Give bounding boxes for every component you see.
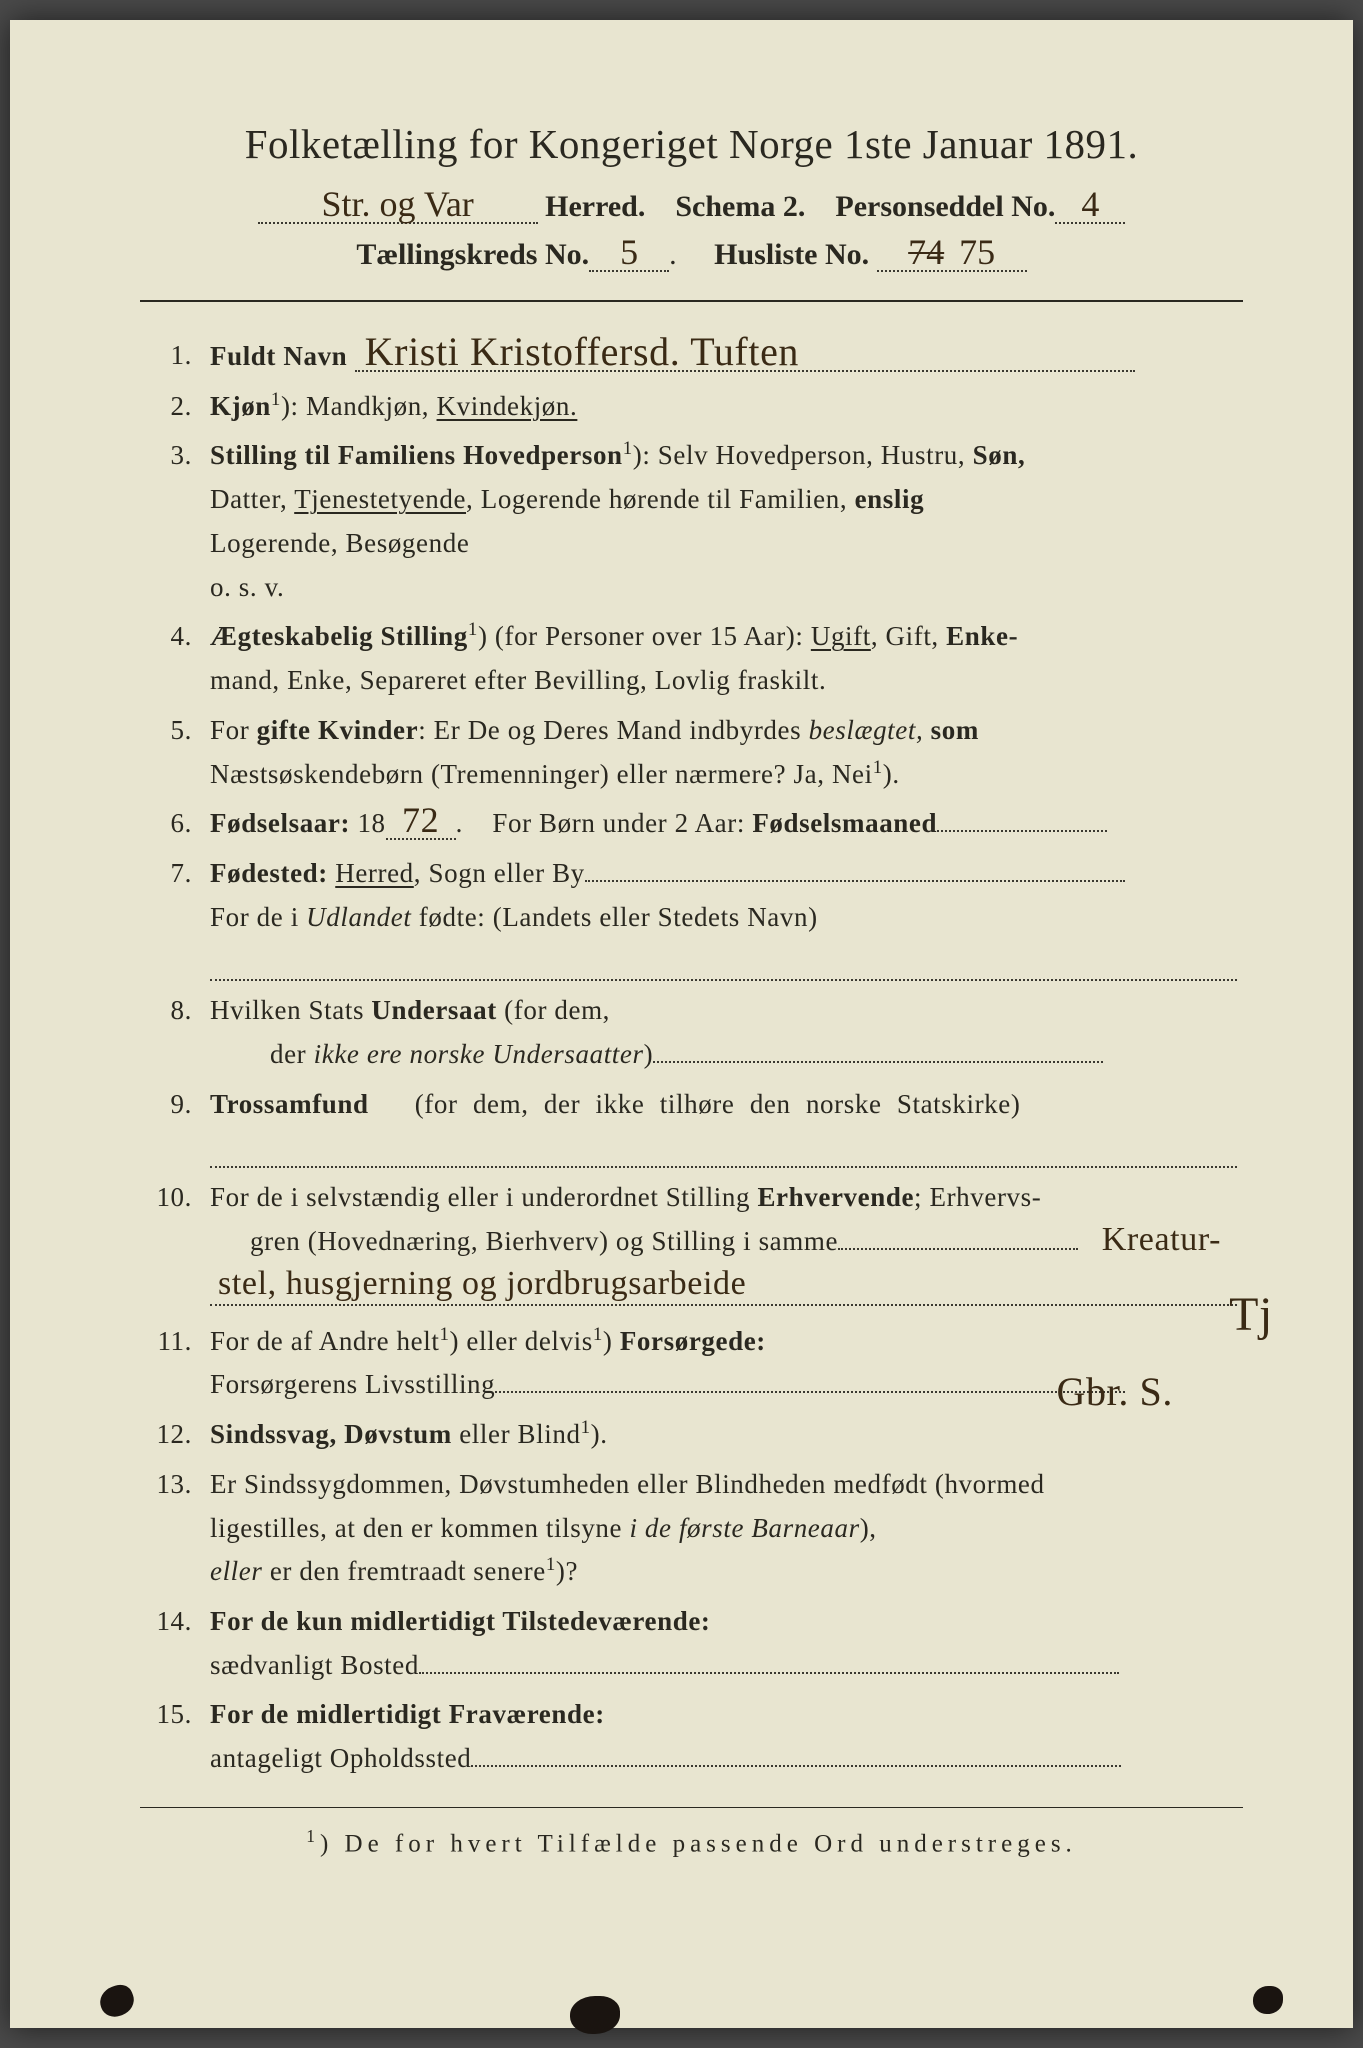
ink-blot — [1253, 1986, 1283, 2014]
q2-opt-mand: Mandkjøn, — [306, 391, 437, 421]
main-title: Folketælling for Kongeriget Norge 1ste J… — [140, 120, 1243, 168]
q6: 6. Fødselsaar: 1872. For Børn under 2 Aa… — [210, 802, 1243, 846]
census-form-page: Folketælling for Kongeriget Norge 1ste J… — [10, 20, 1353, 2028]
q11: 11. For de af Andre helt1) eller delvis1… — [210, 1320, 1243, 1407]
q1: 1. Fuldt Navn Kristi Kristoffersd. Tufte… — [210, 334, 1243, 379]
q7-blank-line — [210, 944, 1237, 982]
header-block: Folketælling for Kongeriget Norge 1ste J… — [140, 120, 1243, 272]
q2-opt-kvinde-underlined: Kvindekjøn. — [437, 391, 578, 421]
bottom-rule — [140, 1807, 1243, 1808]
q4-label: Ægteskabelig Stilling — [210, 621, 468, 651]
q3: 3. Stilling til Familiens Hovedperson1):… — [210, 434, 1243, 609]
personseddel-label: Personseddel No. — [835, 190, 1055, 223]
q4-ugift-underlined: Ugift — [811, 621, 871, 651]
q10-hw-2: stel, husgjerning og jordbrugsarbeide — [218, 1256, 746, 1311]
q10: 10. For de i selvstændig eller i underor… — [210, 1176, 1243, 1305]
q2: 2. Kjøn1): Mandkjøn, Kvindekjøn. — [210, 385, 1243, 429]
q7: 7. Fødested: Herred, Sogn eller By For d… — [210, 852, 1243, 981]
herred-label: Herred. — [545, 190, 645, 223]
husliste-field: 74 75 — [877, 236, 1027, 272]
q4: 4. Ægteskabelig Stilling1) (for Personer… — [210, 615, 1243, 702]
husliste-label: Husliste No. — [714, 238, 869, 271]
footnote: 1) De for hvert Tilfælde passende Ord un… — [140, 1826, 1243, 1858]
q8: 8. Hvilken Stats Undersaat (for dem, der… — [210, 989, 1243, 1076]
q13: 13. Er Sindssygdommen, Døvstumheden elle… — [210, 1463, 1243, 1594]
header-line-3: Tællingskreds No.5. Husliste No. 74 75 — [140, 234, 1243, 272]
ink-blot — [570, 1996, 620, 2034]
q1-handwritten-name: Kristi Kristoffersd. Tuften — [365, 334, 799, 370]
q1-label: Fuldt Navn — [210, 341, 347, 371]
q2-label: Kjøn — [210, 391, 271, 421]
q6-year-hw: 72 — [386, 802, 456, 840]
q9-blank-line — [210, 1131, 1237, 1169]
kreds-label: Tællingskreds No. — [356, 238, 589, 271]
personseddel-no: 4 — [1055, 186, 1125, 224]
question-list: 1. Fuldt Navn Kristi Kristoffersd. Tufte… — [140, 334, 1243, 1781]
top-rule — [140, 300, 1243, 302]
ink-blot — [96, 1981, 138, 2021]
header-line-2: Str. og Var Herred. Schema 2. Personsedd… — [140, 186, 1243, 224]
q3-tjenestetyende-underlined: Tjenestetyende — [294, 484, 466, 514]
q5: 5. For gifte Kvinder: Er De og Deres Man… — [210, 709, 1243, 796]
q12: 12. Sindssvag, Døvstum eller Blind1). — [210, 1413, 1243, 1457]
q3-label: Stilling til Familiens Hovedperson — [210, 440, 623, 470]
herred-handwritten: Str. og Var — [258, 186, 538, 224]
q14: 14. For de kun midlertidigt Tilstedevære… — [210, 1600, 1243, 1687]
q7-herred-underlined: Herred — [335, 858, 414, 888]
husliste-no: 75 — [959, 236, 995, 268]
kreds-no: 5 — [589, 234, 669, 272]
q15: 15. For de midlertidigt Fraværende: anta… — [210, 1693, 1243, 1780]
q9: 9. Trossamfund (for dem, der ikke tilhør… — [210, 1083, 1243, 1169]
husliste-struck: 74 — [908, 236, 944, 268]
schema-label: Schema 2. — [675, 190, 805, 223]
q10-hw-1: Kreatur- — [1102, 1212, 1221, 1267]
